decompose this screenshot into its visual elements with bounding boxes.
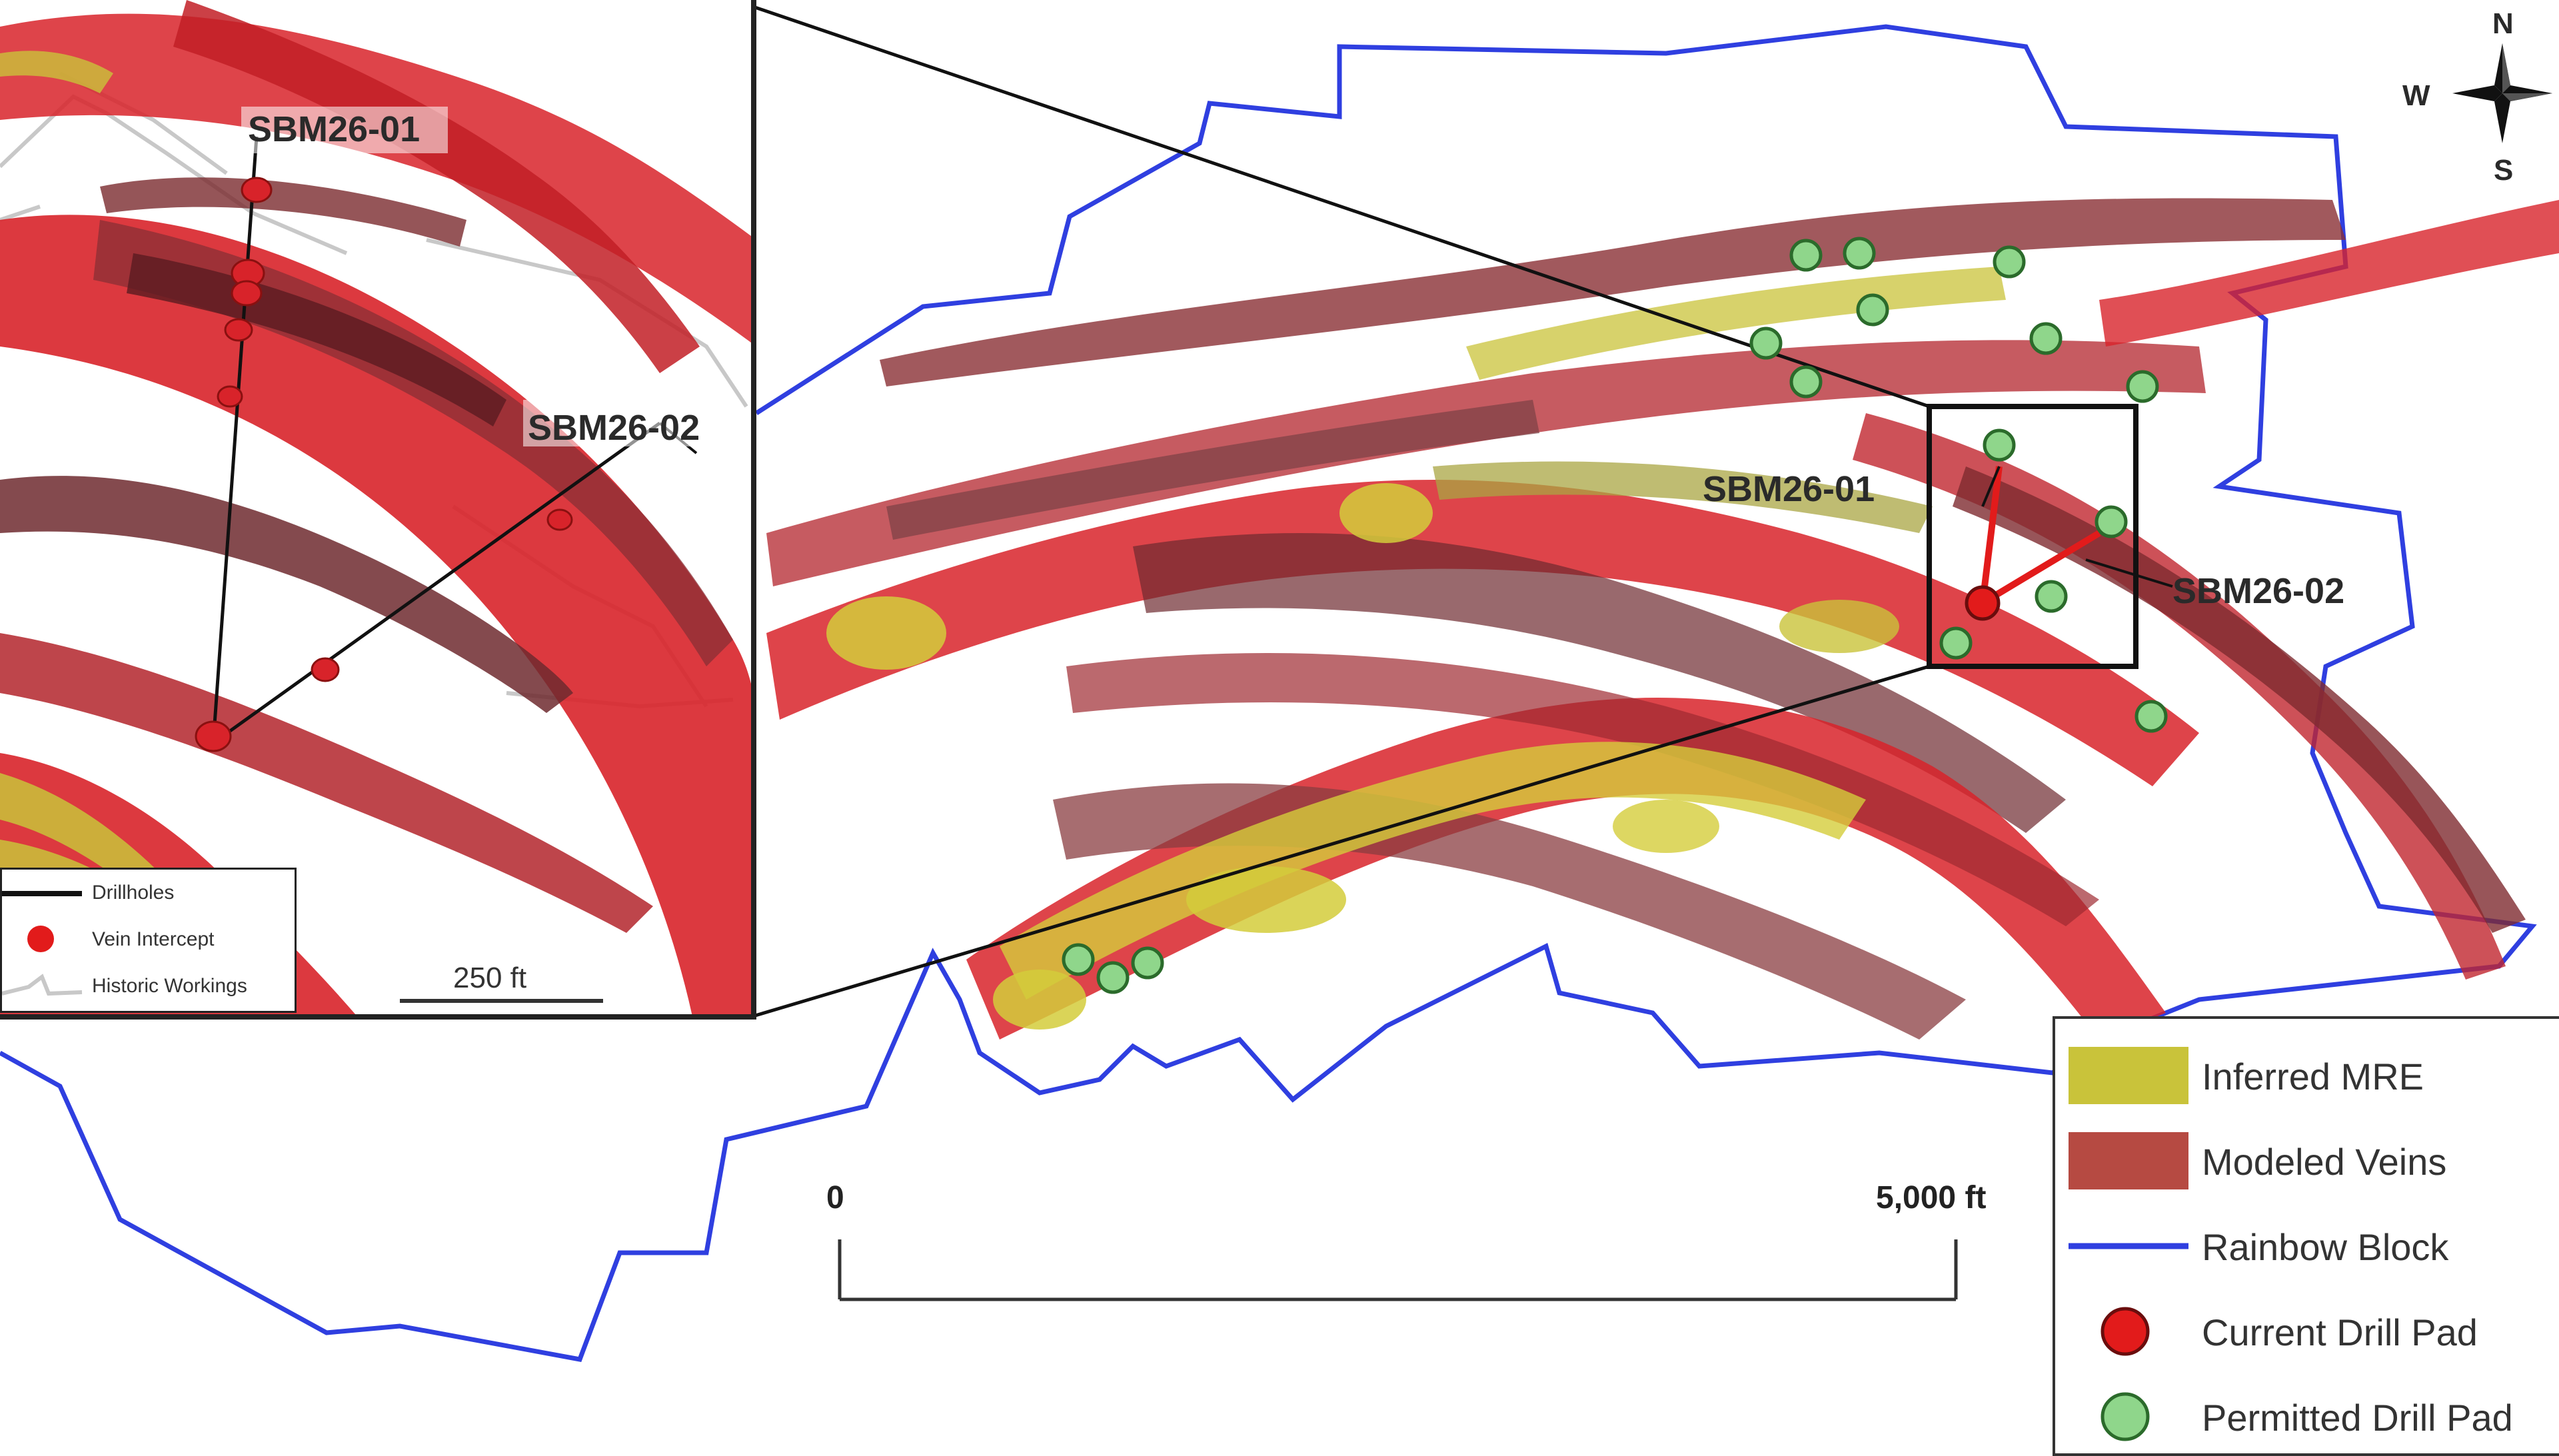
drillhole-line-symbol — [2, 891, 82, 896]
compass-north: N — [2492, 7, 2514, 40]
scale-bar — [838, 1239, 1958, 1301]
vein-intercept — [241, 177, 273, 203]
permitted-drill-pad — [2134, 700, 2168, 733]
map-legend: Inferred MRE Modeled Veins Rainbow Block… — [2053, 1016, 2559, 1456]
scale-bar-start-label: 0 — [826, 1180, 844, 1215]
permitted-drill-pad — [1993, 245, 2026, 279]
current-drill-pad-symbol — [2101, 1307, 2150, 1356]
legend-row-rainbow-block: Rainbow Block — [2055, 1209, 2559, 1283]
vein-intercepts — [195, 177, 573, 752]
inset-label-sbm26-01: SBM26-01 — [248, 109, 420, 149]
historic-workings-symbol — [2, 974, 83, 996]
vein-intercept — [231, 280, 263, 307]
permitted-drill-pad — [1856, 293, 1889, 327]
permitted-drill-pad — [1062, 943, 1095, 976]
zoom-area-box — [1927, 404, 2138, 669]
inset-legend-label: Historic Workings — [92, 975, 247, 997]
inset-legend-label: Vein Intercept — [92, 928, 215, 950]
inset-scale-label: 250 ft — [453, 962, 526, 994]
inset-label-sbm26-02: SBM26-02 — [528, 408, 700, 448]
permitted-drill-pad — [2126, 370, 2159, 403]
compass-west: W — [2402, 79, 2430, 112]
permitted-drill-pad — [1789, 239, 1823, 272]
permitted-drill-pad — [2035, 580, 2068, 613]
inset-legend-row-vein-intercept: Vein Intercept — [2, 920, 295, 960]
inset-connector-top — [752, 5, 1930, 408]
inset-legend-row-historic-workings: Historic Workings — [2, 967, 295, 1007]
legend-row-current-drill-pad: Current Drill Pad — [2055, 1295, 2559, 1368]
vein-intercept — [546, 508, 573, 531]
inferred-mre-swatch — [2069, 1047, 2188, 1104]
inset-legend: Drillholes Vein Intercept Historic Worki… — [0, 868, 297, 1013]
legend-label: Inferred MRE — [2202, 1056, 2424, 1097]
legend-label: Rainbow Block — [2202, 1226, 2449, 1268]
permitted-drill-pad — [2095, 505, 2128, 538]
vein-intercept — [224, 318, 253, 342]
modeled-veins-swatch — [2069, 1132, 2188, 1189]
legend-row-modeled-veins: Modeled Veins — [2055, 1124, 2559, 1197]
inset-detail-view: SBM26-01 SBM26-02 250 ft — [0, 0, 756, 1020]
permitted-drill-pad — [1096, 961, 1130, 994]
permitted-drill-pad — [1983, 428, 2016, 462]
legend-label: Current Drill Pad — [2202, 1311, 2478, 1353]
permitted-drill-pad — [1939, 626, 1973, 660]
legend-row-permitted-drill-pad: Permitted Drill Pad — [2055, 1380, 2559, 1453]
inset-legend-label: Drillholes — [92, 882, 175, 904]
vein-intercept — [195, 720, 232, 752]
permitted-drill-pad — [1131, 946, 1164, 980]
permitted-drill-pads — [1062, 237, 2168, 994]
permitted-drill-pad — [2029, 322, 2063, 355]
vein-intercept — [217, 385, 243, 408]
scale-bar-end-label: 5,000 ft — [1876, 1180, 1987, 1215]
vein-intercept — [311, 657, 340, 682]
inset-canvas: SBM26-01 SBM26-02 250 ft — [0, 0, 751, 1014]
rainbow-block-line-symbol — [2069, 1243, 2188, 1249]
inset-connector-bottom — [752, 664, 1930, 1018]
permitted-drill-pad — [1843, 237, 1876, 270]
permitted-drill-pad — [1749, 327, 1783, 360]
current-drill-pad — [1965, 585, 2001, 621]
current-drillholes — [1979, 466, 2173, 606]
inset-drillholes — [211, 136, 661, 745]
legend-label: Modeled Veins — [2202, 1141, 2447, 1183]
legend-label: Permitted Drill Pad — [2202, 1397, 2513, 1439]
permitted-drill-pad-symbol — [2101, 1392, 2150, 1441]
compass-rose — [2452, 43, 2552, 143]
vein-intercept-symbol — [27, 926, 54, 952]
permitted-drill-pad — [1789, 365, 1823, 398]
modeled-veins — [766, 198, 2559, 1040]
drillhole-label-sbm26-02: SBM26-02 — [2172, 571, 2344, 611]
drillhole-label-sbm26-01: SBM26-01 — [1703, 469, 1875, 509]
inset-legend-row-drillholes: Drillholes — [2, 874, 295, 914]
compass-south: S — [2494, 154, 2513, 187]
legend-row-inferred-mre: Inferred MRE — [2055, 1039, 2559, 1112]
